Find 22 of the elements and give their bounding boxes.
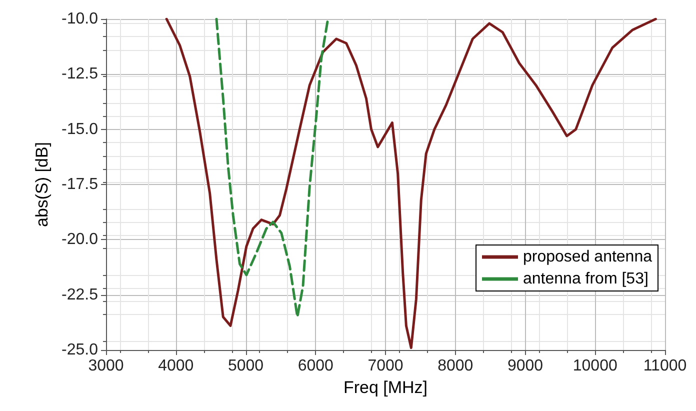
y-tick-label: -25.0 <box>62 342 98 358</box>
x-tick-label: 5000 <box>228 358 264 374</box>
y-tick-label: -22.5 <box>62 286 98 304</box>
y-axis-title: abs(S) [dB] <box>32 142 52 228</box>
y-tick-label: -10.0 <box>62 10 98 28</box>
x-tick-label: 7000 <box>368 358 404 374</box>
x-tick-label: 10000 <box>572 358 618 374</box>
legend-label: antenna from [53] <box>523 270 648 288</box>
y-tick-label: -20.0 <box>62 231 98 248</box>
line-series <box>165 18 657 350</box>
x-tick-label: 4000 <box>158 358 194 374</box>
x-tick-label: 6000 <box>298 358 334 374</box>
x-tick-label: 8000 <box>438 358 474 374</box>
y-tick-label: -15.0 <box>62 120 98 138</box>
x-axis-title: Freq [MHz] <box>343 378 428 397</box>
y-tick-label: -17.5 <box>62 176 98 193</box>
x-tick-label: 11000 <box>643 358 687 374</box>
x-tick-label: 3000 <box>88 358 124 374</box>
y-tick-label: -12.5 <box>62 66 98 83</box>
x-tick-label: 9000 <box>507 358 544 374</box>
legend-label: proposed antenna <box>523 248 652 266</box>
line-series <box>215 18 330 318</box>
